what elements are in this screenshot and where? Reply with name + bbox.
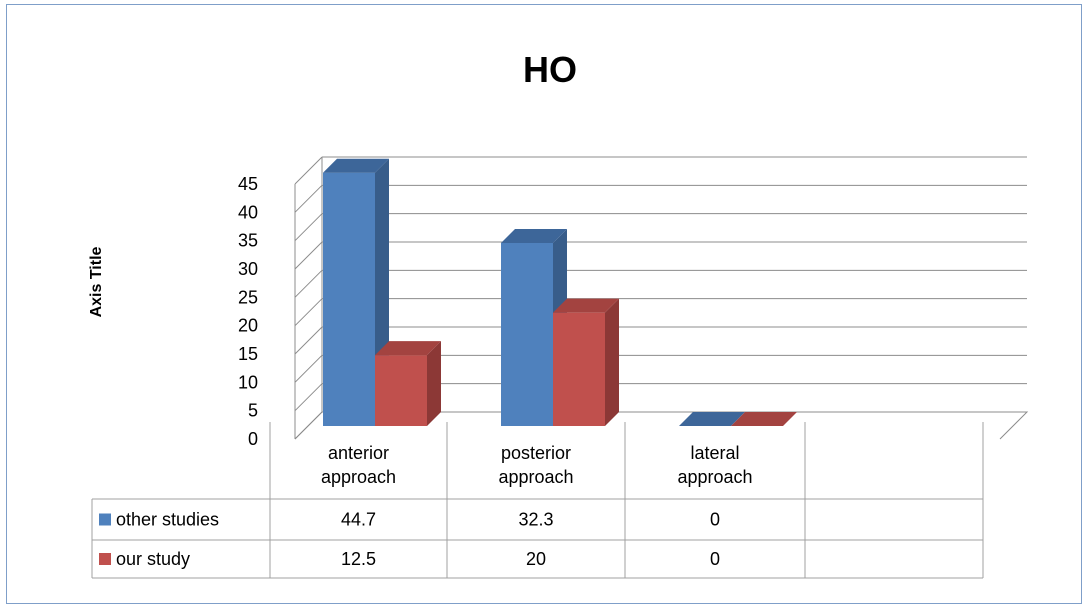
y-tick-label: 5 bbox=[248, 401, 258, 421]
y-tick-label: 40 bbox=[238, 202, 258, 222]
data-table: anterior approach posterior approach lateral… bbox=[91, 422, 984, 579]
x-category-label: approach bbox=[677, 467, 752, 487]
x-category-label: anterior bbox=[328, 443, 389, 463]
side-gridline bbox=[294, 184, 323, 213]
data-cell: 0 bbox=[710, 549, 720, 569]
legend-label: other studies bbox=[116, 510, 219, 530]
bar-top bbox=[323, 158, 389, 173]
legend-key bbox=[99, 553, 111, 565]
legend-key bbox=[99, 513, 111, 526]
bar-front bbox=[553, 312, 605, 426]
x-category-label: approach bbox=[321, 467, 396, 487]
side-gridline bbox=[294, 213, 323, 242]
bars bbox=[323, 158, 797, 426]
bar-side bbox=[427, 341, 441, 426]
side-gridline bbox=[294, 241, 323, 270]
bar-top bbox=[731, 412, 797, 426]
bar-front bbox=[323, 172, 375, 426]
data-cell: 32.3 bbox=[518, 510, 553, 530]
side-gridline bbox=[294, 156, 323, 185]
y-tick-label: 15 bbox=[238, 344, 258, 364]
bar-side bbox=[605, 298, 619, 426]
y-tick-label: 35 bbox=[238, 231, 258, 251]
x-category-label: approach bbox=[498, 467, 573, 487]
data-cell: 12.5 bbox=[341, 549, 376, 569]
x-category-label: lateral bbox=[690, 443, 739, 463]
floor-outline bbox=[294, 411, 1029, 440]
bar-top bbox=[679, 412, 745, 426]
data-cell: 0 bbox=[710, 510, 720, 530]
x-category-label: posterior bbox=[501, 443, 571, 463]
y-tick-label: 25 bbox=[238, 287, 258, 307]
data-cell: 20 bbox=[526, 549, 546, 569]
bar-front bbox=[501, 242, 553, 426]
y-tick-label: 45 bbox=[238, 174, 258, 194]
bar-front bbox=[375, 355, 427, 426]
bar-top bbox=[553, 298, 619, 313]
y-tick-label: 0 bbox=[248, 429, 258, 449]
chart-svg: HO Axis Title 0 5 10 15 20 25 30 35 40 45 anterio… bbox=[88, 49, 1029, 579]
bar-top bbox=[375, 341, 441, 356]
side-gridline bbox=[294, 354, 323, 383]
data-cell: 44.7 bbox=[341, 510, 376, 530]
side-gridline bbox=[294, 269, 323, 298]
y-tick-label: 10 bbox=[238, 372, 258, 392]
side-gridline bbox=[294, 298, 323, 327]
chart-title: HO bbox=[523, 49, 577, 90]
legend-label: our study bbox=[116, 549, 190, 569]
bar-top bbox=[501, 228, 567, 243]
side-gridline bbox=[294, 383, 323, 412]
y-tick-labels: 0 5 10 15 20 25 30 35 40 45 bbox=[238, 174, 258, 449]
y-axis-title: Axis Title bbox=[88, 246, 105, 317]
side-gridline bbox=[294, 326, 323, 355]
y-tick-label: 20 bbox=[238, 316, 258, 336]
y-tick-label: 30 bbox=[238, 259, 258, 279]
